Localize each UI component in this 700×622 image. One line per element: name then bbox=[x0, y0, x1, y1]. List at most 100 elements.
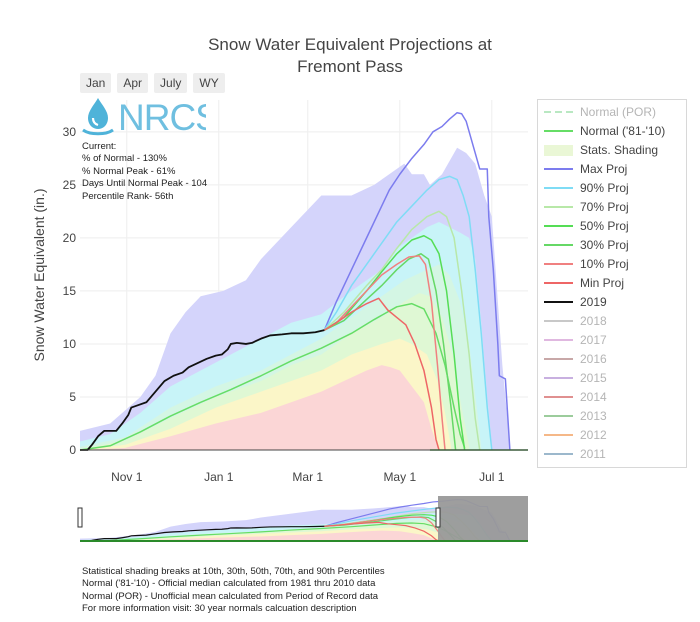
legend-label: 50% Proj bbox=[580, 219, 629, 233]
footnote-shading: Statistical shading breaks at 10th, 30th… bbox=[82, 566, 385, 577]
legend-item-2015[interactable]: 2015 bbox=[538, 369, 686, 388]
legend-swatch bbox=[544, 145, 573, 156]
stat-band-p10-band bbox=[80, 365, 438, 450]
y-tick-label: 20 bbox=[63, 231, 77, 245]
x-tick-label: Jul 1 bbox=[479, 470, 505, 484]
legend-label: Stats. Shading bbox=[580, 143, 659, 157]
range-button-july[interactable]: July bbox=[154, 73, 188, 93]
legend-swatch bbox=[544, 377, 573, 379]
x-tick-label: Jan 1 bbox=[204, 470, 234, 484]
legend-swatch bbox=[544, 187, 573, 189]
current-heading: Current: bbox=[82, 141, 117, 152]
legend-swatch bbox=[544, 396, 573, 398]
legend-swatch bbox=[544, 225, 573, 227]
legend-label: 2015 bbox=[580, 371, 607, 385]
legend-swatch bbox=[544, 339, 573, 341]
legend-swatch bbox=[544, 168, 573, 170]
legend-label: Max Proj bbox=[580, 162, 628, 176]
series-max-proj bbox=[323, 111, 511, 451]
legend-item-30-proj[interactable]: 30% Proj bbox=[538, 236, 686, 255]
legend-item-50-proj[interactable]: 50% Proj bbox=[538, 217, 686, 236]
slider-series-2019 bbox=[80, 525, 325, 542]
legend-label: 2019 bbox=[580, 295, 607, 309]
x-tick-label: May 1 bbox=[383, 470, 416, 484]
series-10-proj bbox=[323, 255, 446, 451]
legend-swatch bbox=[544, 453, 573, 455]
current-percentile-rank: Percentile Rank- 56th bbox=[82, 190, 174, 202]
legend-label: 2011 bbox=[580, 447, 606, 461]
legend-swatch bbox=[544, 206, 573, 208]
legend-item-2013[interactable]: 2013 bbox=[538, 407, 686, 426]
legend-label: 90% Proj bbox=[580, 181, 629, 195]
y-axis-title: Snow Water Equivalent (in.) bbox=[31, 189, 47, 362]
legend-item-70-proj[interactable]: 70% Proj bbox=[538, 198, 686, 217]
legend-item-2017[interactable]: 2017 bbox=[538, 331, 686, 350]
x-tick-label: Mar 1 bbox=[292, 470, 323, 484]
footnote-normal-8110: Normal ('81-'10) - Official median calcu… bbox=[82, 578, 376, 590]
legend-item-90-proj[interactable]: 90% Proj bbox=[538, 179, 686, 198]
legend-swatch bbox=[544, 282, 573, 284]
slider-band-p10-band bbox=[80, 530, 438, 541]
legend-swatch bbox=[544, 434, 573, 436]
y-tick-label: 15 bbox=[63, 284, 77, 298]
legend-swatch bbox=[544, 130, 573, 132]
legend-item-2016[interactable]: 2016 bbox=[538, 350, 686, 369]
y-tick-label: 10 bbox=[63, 337, 77, 351]
slider-handle-left[interactable] bbox=[77, 507, 83, 528]
legend-label: 2012 bbox=[580, 428, 607, 442]
current-pct-normal-peak: % Normal Peak - 61% bbox=[82, 165, 176, 177]
series-normal-81-10 bbox=[79, 302, 466, 451]
series-70-proj bbox=[323, 210, 481, 451]
legend-swatch bbox=[544, 301, 573, 303]
nrcs-logo: NRCS bbox=[82, 97, 206, 138]
logo-wordmark: NRCS bbox=[118, 97, 206, 138]
chart-title-line1: Snow Water Equivalent Projections at bbox=[208, 35, 492, 54]
legend-swatch bbox=[544, 415, 573, 417]
legend-item-2019[interactable]: 2019 bbox=[538, 293, 686, 312]
legend-item-normal-por[interactable]: Normal (POR) bbox=[538, 103, 686, 122]
legend-item-normal-81-10[interactable]: Normal ('81-'10) bbox=[538, 122, 686, 141]
legend-item-2014[interactable]: 2014 bbox=[538, 388, 686, 407]
current-days-until-peak: Days Until Normal Peak - 104 bbox=[82, 178, 208, 190]
footnote-normal-por: Normal (POR) - Unofficial mean calculate… bbox=[82, 590, 379, 602]
current-pct-normal: % of Normal - 130% bbox=[82, 153, 168, 165]
chart-title: Snow Water Equivalent Projections at Fre… bbox=[140, 34, 560, 78]
legend-label: 2013 bbox=[580, 409, 607, 423]
range-button-apr[interactable]: Apr bbox=[117, 73, 149, 93]
legend-swatch bbox=[544, 320, 573, 322]
range-button-jan[interactable]: Jan bbox=[80, 73, 112, 93]
chart-title-line2: Fremont Pass bbox=[297, 57, 403, 76]
legend-item-max-proj[interactable]: Max Proj bbox=[538, 160, 686, 179]
legend-label: Normal ('81-'10) bbox=[580, 124, 666, 138]
series-90-proj bbox=[323, 175, 493, 451]
slider-handle-right[interactable] bbox=[435, 507, 441, 528]
legend-swatch bbox=[544, 263, 573, 265]
range-slider[interactable] bbox=[77, 496, 528, 542]
legend-item-2012[interactable]: 2012 bbox=[538, 426, 686, 445]
legend-label: 10% Proj bbox=[580, 257, 629, 271]
plot-area bbox=[79, 100, 528, 451]
legend-swatch bbox=[544, 358, 573, 360]
series-2019 bbox=[80, 329, 325, 451]
legend-item-10-proj[interactable]: 10% Proj bbox=[538, 255, 686, 274]
legend-label: Normal (POR) bbox=[580, 105, 657, 119]
footnotes: Statistical shading breaks at 10th, 30th… bbox=[82, 566, 385, 615]
legend-label: 2018 bbox=[580, 314, 607, 328]
slider-series-min-proj bbox=[324, 521, 440, 542]
legend-item-2011[interactable]: 2011 bbox=[538, 445, 686, 464]
legend-item-2018[interactable]: 2018 bbox=[538, 312, 686, 331]
legend-item-min-proj[interactable]: Min Proj bbox=[538, 274, 686, 293]
legend-item-stats-shading[interactable]: Stats. Shading bbox=[538, 141, 686, 160]
range-button-wy[interactable]: WY bbox=[193, 73, 225, 93]
legend: Normal (POR) Normal ('81-'10) Stats. Shadi… bbox=[537, 99, 687, 468]
y-tick-label: 25 bbox=[63, 178, 77, 192]
slider-series-10-proj bbox=[324, 516, 446, 542]
y-tick-label: 0 bbox=[69, 443, 76, 457]
x-tick-label: Nov 1 bbox=[111, 470, 143, 484]
legend-label: 30% Proj bbox=[580, 238, 629, 252]
legend-swatch bbox=[544, 244, 573, 246]
legend-label: Min Proj bbox=[580, 276, 625, 290]
axes: 0 5 10 15 20 25 30 Nov 1 Jan 1 Mar 1 May 1 Jul 1 Sno… bbox=[31, 125, 528, 484]
legend-label: 2017 bbox=[580, 333, 607, 347]
